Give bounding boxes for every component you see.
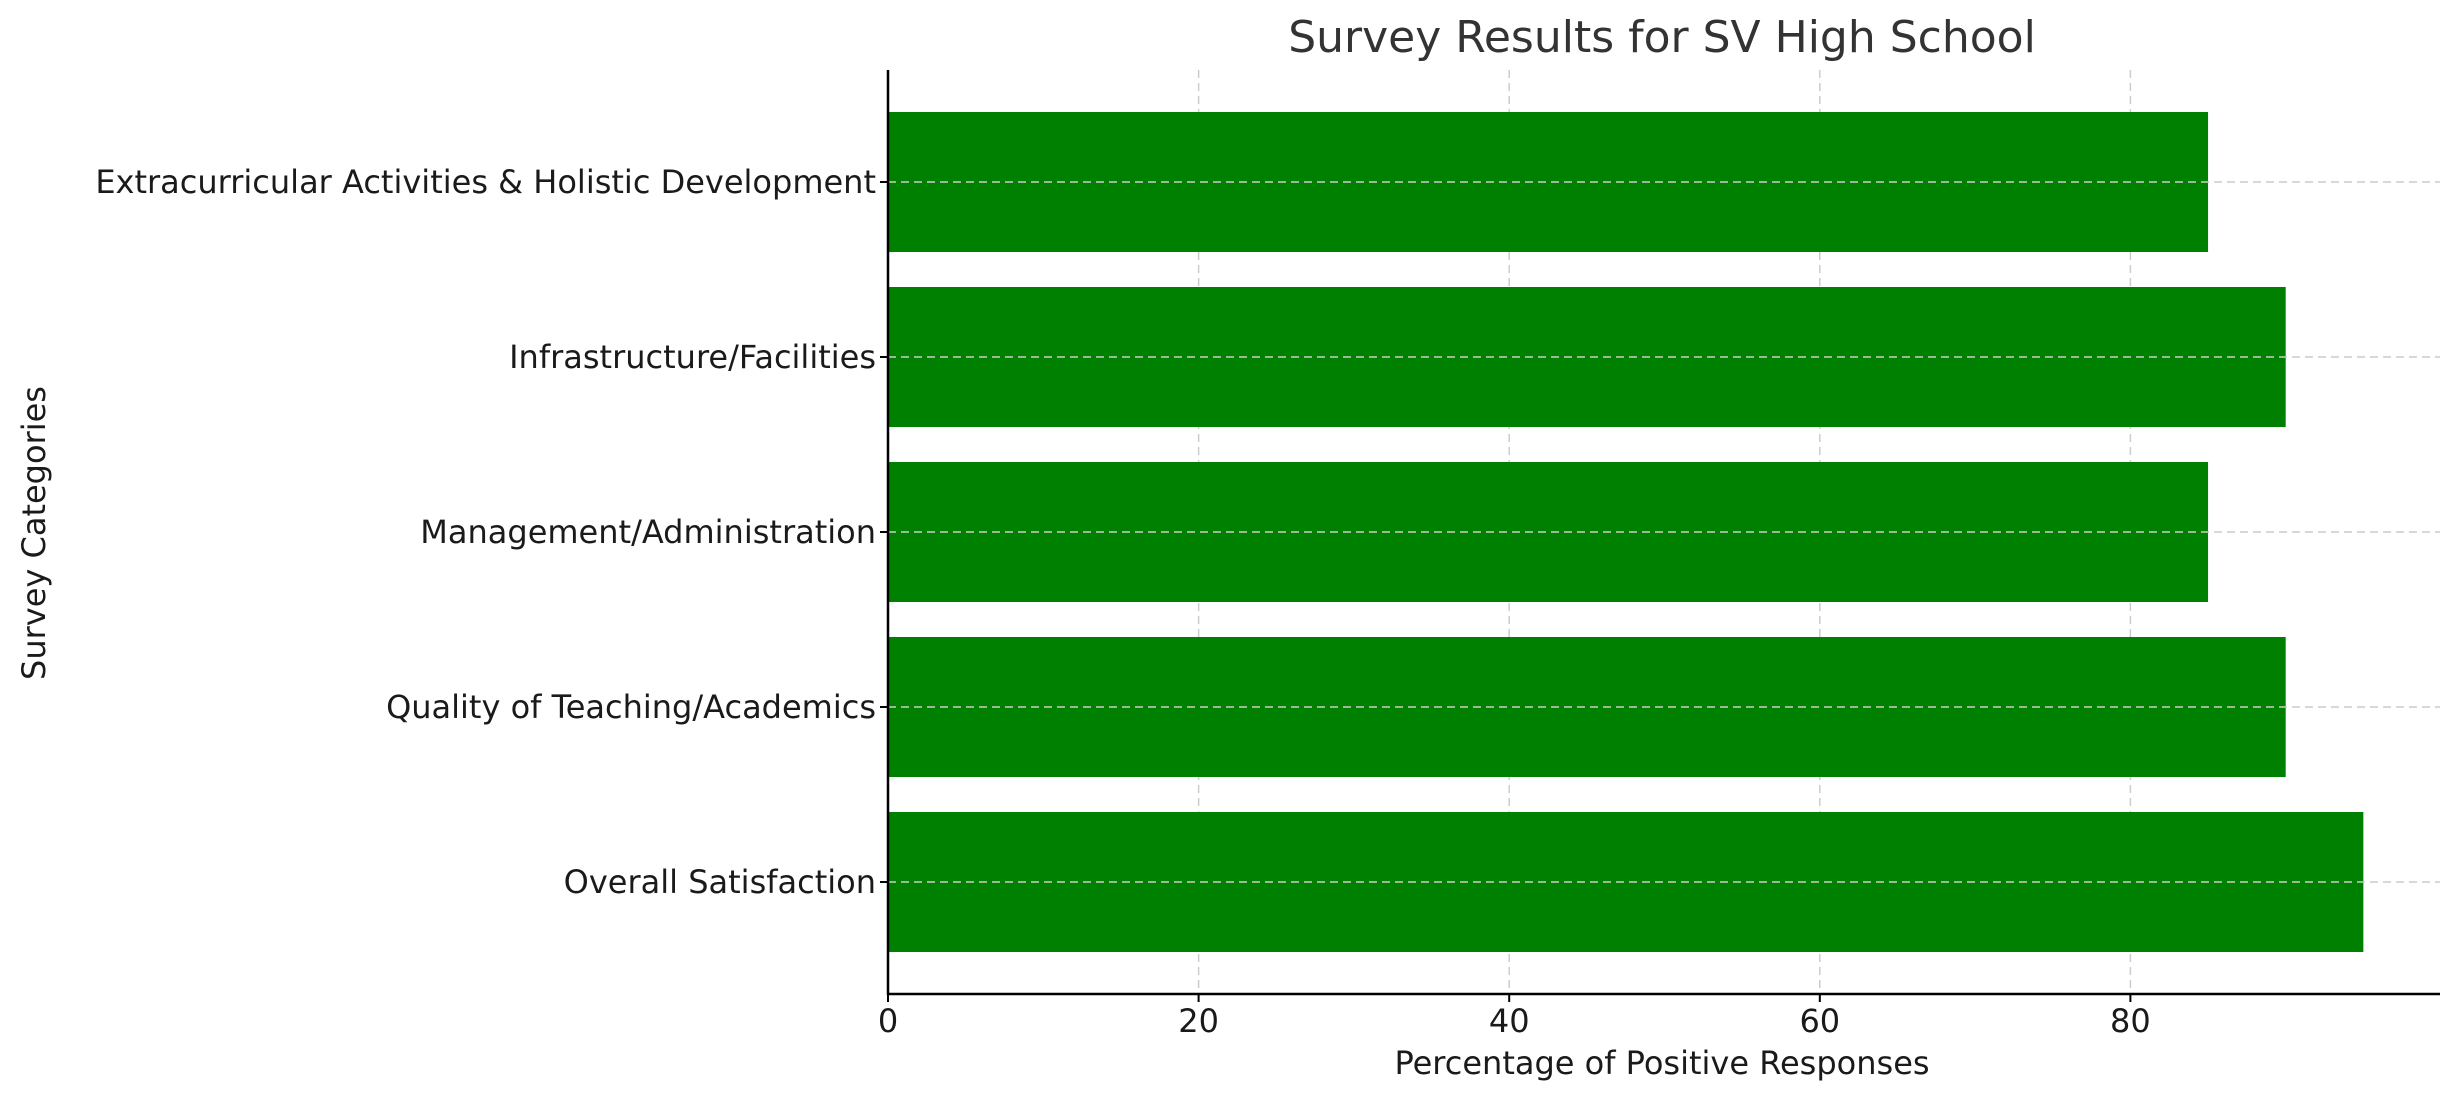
chart-title: Survey Results for SV High School: [1288, 12, 2036, 63]
y-axis-label: Survey Categories: [15, 386, 53, 680]
x-tick-label-1: 20: [1178, 1002, 1219, 1040]
y-tick-label-1: Quality of Teaching/Academics: [386, 688, 876, 726]
x-tick-label-2: 40: [1489, 1002, 1530, 1040]
tick-labels: Overall Satisfaction Quality of Teaching/…: [95, 163, 2150, 1040]
y-tick-label-0: Overall Satisfaction: [564, 863, 876, 901]
y-tick-label-3: Infrastructure/Facilities: [509, 338, 876, 376]
x-axis-label: Percentage of Positive Responses: [1394, 1044, 1929, 1082]
bar-4: [888, 112, 2209, 252]
y-tick-label-2: Management/Administration: [420, 513, 876, 551]
x-tick-label-0: 0: [878, 1002, 898, 1040]
x-tick-label-4: 80: [2110, 1002, 2151, 1040]
x-tick-label-3: 60: [1799, 1002, 1840, 1040]
bar-2: [888, 462, 2209, 602]
y-tick-label-4: Extracurricular Activities & Holistic De…: [95, 163, 876, 201]
bars: [888, 112, 2440, 952]
